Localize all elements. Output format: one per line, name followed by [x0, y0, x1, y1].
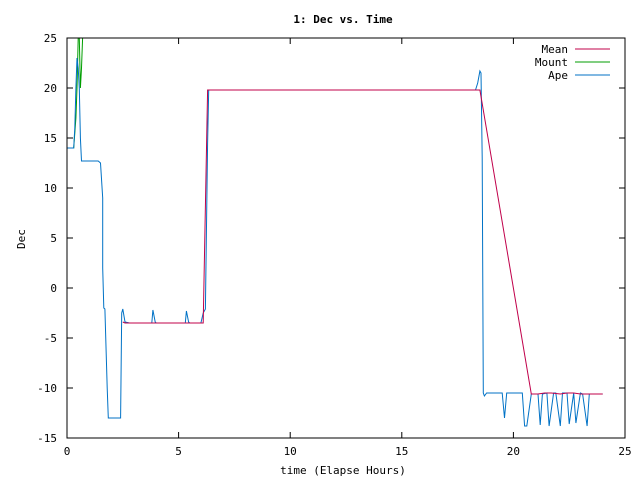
- plot-frame: [66, 37, 626, 439]
- y-tick-label: -15: [37, 432, 57, 445]
- series-line-mean: [122, 89, 603, 395]
- legend-label: Mean: [542, 43, 569, 56]
- y-tick-label: 5: [50, 232, 57, 245]
- y-tick-label: 0: [50, 282, 57, 295]
- y-tick-label: 15: [44, 132, 57, 145]
- series-lines: [67, 38, 603, 427]
- legend-label: Mount: [535, 56, 568, 69]
- y-tick-label: 25: [44, 32, 57, 45]
- legend-label: Ape: [548, 69, 568, 82]
- x-tick-label: 0: [64, 445, 71, 458]
- y-tick-label: 20: [44, 82, 57, 95]
- series-line-ape: [67, 57, 603, 427]
- x-tick-label: 5: [175, 445, 182, 458]
- x-tick-label: 20: [507, 445, 520, 458]
- y-tick-label: -10: [37, 382, 57, 395]
- y-axis-label: Dec: [15, 229, 28, 249]
- x-tick-label: 25: [618, 445, 631, 458]
- x-axis-label: time (Elapse Hours): [280, 464, 406, 477]
- y-tick-label: 10: [44, 182, 57, 195]
- chart-title: 1: Dec vs. Time: [293, 13, 393, 26]
- x-tick-label: 10: [284, 445, 297, 458]
- x-tick-label: 15: [395, 445, 408, 458]
- y-tick-label: -5: [44, 332, 57, 345]
- axis-ticks: 0 5 10 15 20 25 -15 -10 -5 0 5 10 15 20 25: [37, 32, 632, 458]
